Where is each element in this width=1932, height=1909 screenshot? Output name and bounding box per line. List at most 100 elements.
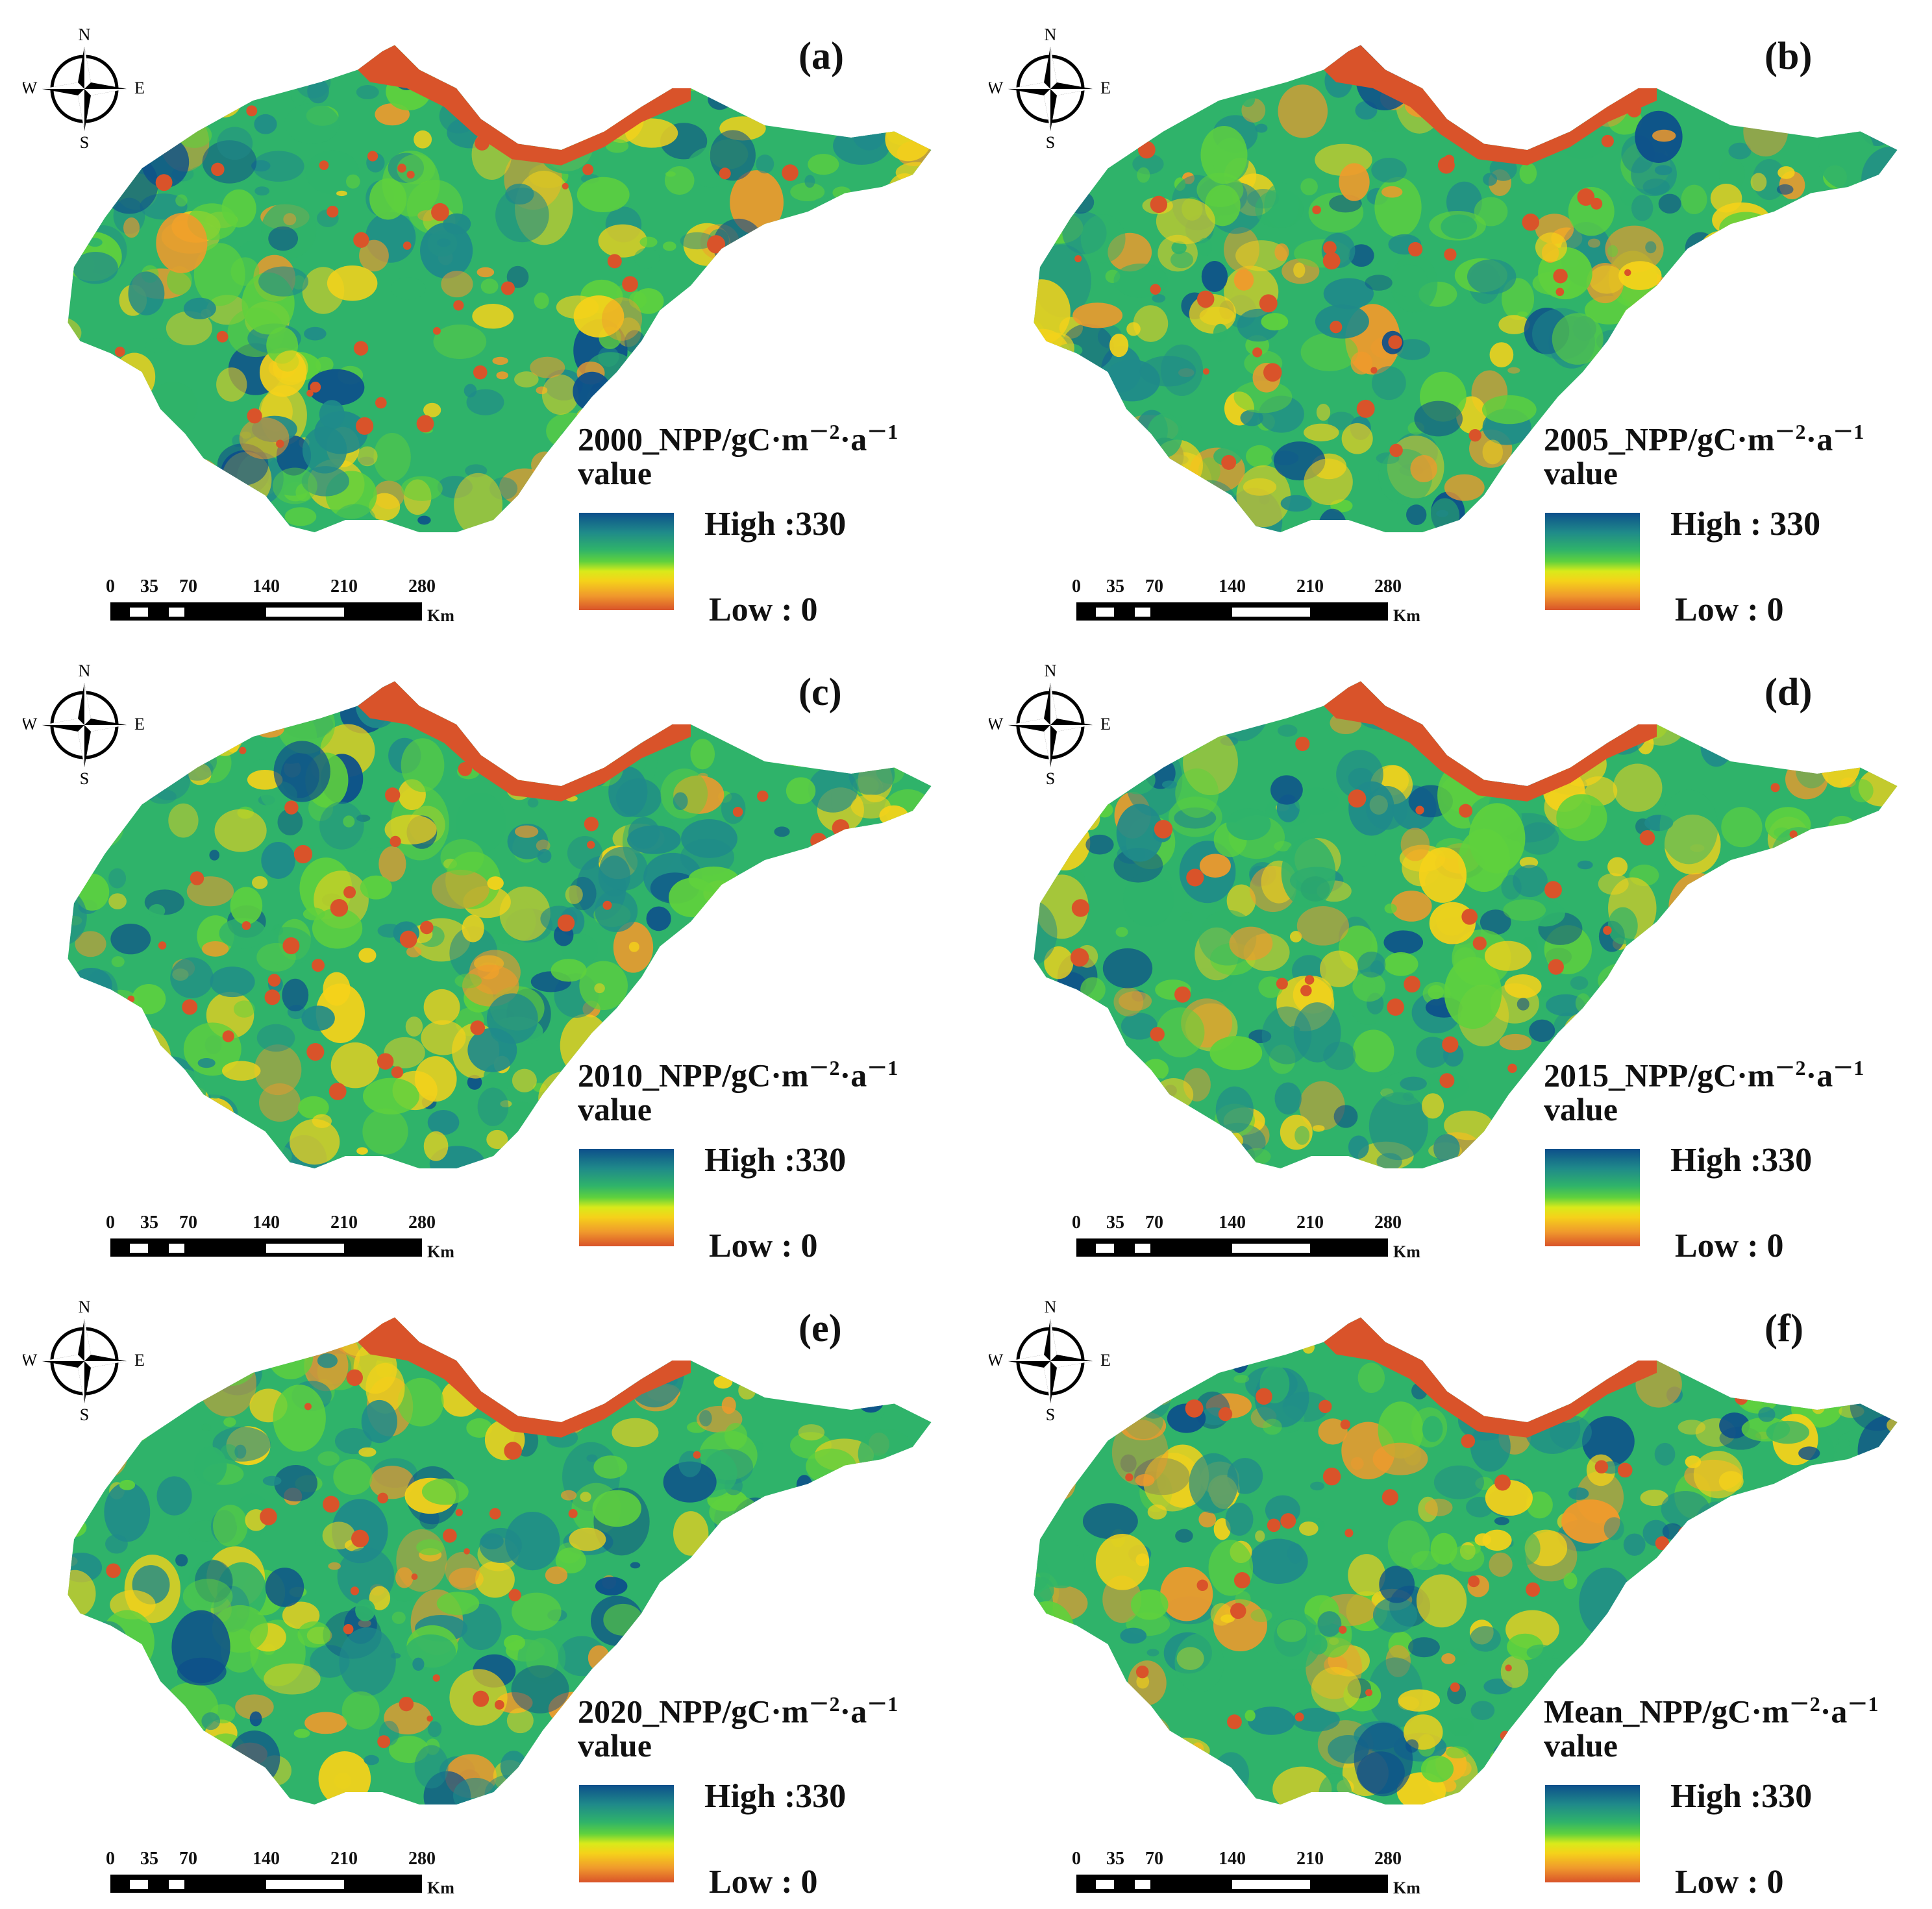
urban-spot	[706, 235, 726, 254]
npp-patch	[1879, 898, 1898, 919]
npp-patch	[1883, 59, 1898, 98]
scale-unit: Km	[1393, 1242, 1420, 1261]
npp-patch	[1287, 1543, 1304, 1564]
npp-patch	[1381, 186, 1403, 198]
npp-patch	[417, 515, 431, 525]
npp-patch	[664, 166, 695, 195]
compass-label-e: E	[1100, 79, 1111, 97]
urban-spot	[582, 164, 594, 175]
npp-patch	[1735, 322, 1760, 347]
npp-patch	[1481, 1780, 1498, 1792]
npp-patch	[1080, 806, 1100, 830]
npp-patch	[1422, 1416, 1443, 1442]
npp-patch	[1368, 1657, 1423, 1729]
legend-low-label: Low : 0	[709, 591, 818, 628]
npp-patch	[791, 1536, 847, 1572]
urban-spot	[1644, 1734, 1659, 1748]
npp-patch	[1085, 834, 1114, 855]
npp-patch	[645, 329, 682, 354]
npp-patch	[793, 1542, 817, 1570]
npp-patch	[147, 482, 197, 513]
npp-patch	[464, 45, 519, 77]
urban-spot	[399, 1696, 414, 1712]
npp-patch	[84, 970, 118, 1012]
npp-patch	[1128, 1705, 1149, 1717]
npp-patch	[821, 208, 833, 216]
npp-patch	[809, 197, 839, 222]
urban-spot	[1461, 908, 1478, 925]
npp-patch	[486, 1129, 508, 1150]
urban-spot	[1678, 1525, 1696, 1544]
npp-patch	[1420, 1755, 1454, 1783]
npp-patch	[384, 1037, 425, 1068]
urban-spot	[306, 1042, 325, 1061]
npp-patch	[1316, 404, 1331, 421]
npp-patch	[780, 907, 801, 918]
npp-patch	[887, 173, 923, 211]
npp-patch	[1855, 477, 1872, 494]
legend-low-label: Low : 0	[709, 1227, 818, 1264]
urban-spot	[1544, 881, 1562, 899]
npp-patch	[1871, 341, 1898, 382]
npp-patch	[1096, 802, 1113, 818]
npp-patch	[214, 809, 267, 852]
npp-patch	[858, 1388, 884, 1413]
npp-patch	[219, 1329, 275, 1369]
npp-patch	[1278, 84, 1328, 138]
npp-patch	[210, 1092, 221, 1099]
npp-patch	[895, 162, 932, 184]
npp-patch	[1250, 45, 1278, 55]
urban-spot	[390, 835, 401, 848]
npp-patch	[1513, 865, 1548, 898]
urban-spot	[1330, 321, 1343, 334]
npp-patch	[1570, 976, 1589, 990]
npp-patch	[813, 254, 851, 278]
npp-patch	[532, 84, 549, 95]
scale-tick-label: 70	[179, 576, 197, 597]
npp-patch	[886, 878, 932, 919]
npp-patch	[1372, 366, 1406, 400]
npp-patch	[851, 1578, 904, 1612]
npp-patch	[357, 446, 378, 467]
npp-patch	[902, 1529, 924, 1546]
npp-patch	[1535, 232, 1567, 262]
npp-patch	[1315, 304, 1369, 339]
npp-patch	[101, 154, 158, 214]
legend-high-label: High :330	[704, 1778, 847, 1815]
urban-spot	[739, 994, 749, 1004]
npp-patch	[1112, 1361, 1125, 1372]
npp-patch	[477, 1087, 509, 1126]
npp-patch	[1575, 993, 1591, 1013]
urban-spot	[1202, 368, 1209, 375]
npp-patch	[798, 256, 831, 277]
npp-patch	[118, 1123, 155, 1168]
npp-patch	[1729, 1623, 1761, 1645]
npp-patch	[1794, 266, 1811, 284]
scale-tick-label: 280	[1374, 1213, 1402, 1233]
npp-patch	[779, 491, 806, 506]
npp-patch	[1226, 808, 1271, 841]
legend-subtitle: value	[1544, 1727, 1618, 1764]
npp-patch	[505, 1511, 560, 1571]
npp-patch	[1034, 1018, 1044, 1046]
npp-patch	[1174, 1633, 1224, 1693]
npp-patch	[492, 356, 508, 365]
npp-patch	[517, 1632, 566, 1684]
npp-patch	[1631, 195, 1653, 221]
npp-patch	[1598, 45, 1628, 68]
compass-label-e: E	[1100, 715, 1111, 733]
npp-patch	[1034, 1446, 1067, 1474]
npp-patch	[850, 108, 888, 151]
npp-patch	[1246, 45, 1296, 80]
urban-spot	[1196, 290, 1215, 308]
npp-patch	[1034, 337, 1041, 351]
npp-patch	[1834, 1323, 1848, 1339]
npp-patch	[696, 682, 734, 720]
npp-patch	[1108, 232, 1152, 272]
legend-color-ramp	[579, 513, 674, 610]
npp-patch	[273, 1385, 326, 1452]
npp-patch	[1820, 739, 1861, 788]
map-panel-a: N S E W (a) 2000_NPP/gC·m－2·a－1 value High :330…	[0, 0, 966, 636]
npp-patch	[1694, 885, 1739, 920]
legend-subtitle: value	[578, 1091, 652, 1127]
